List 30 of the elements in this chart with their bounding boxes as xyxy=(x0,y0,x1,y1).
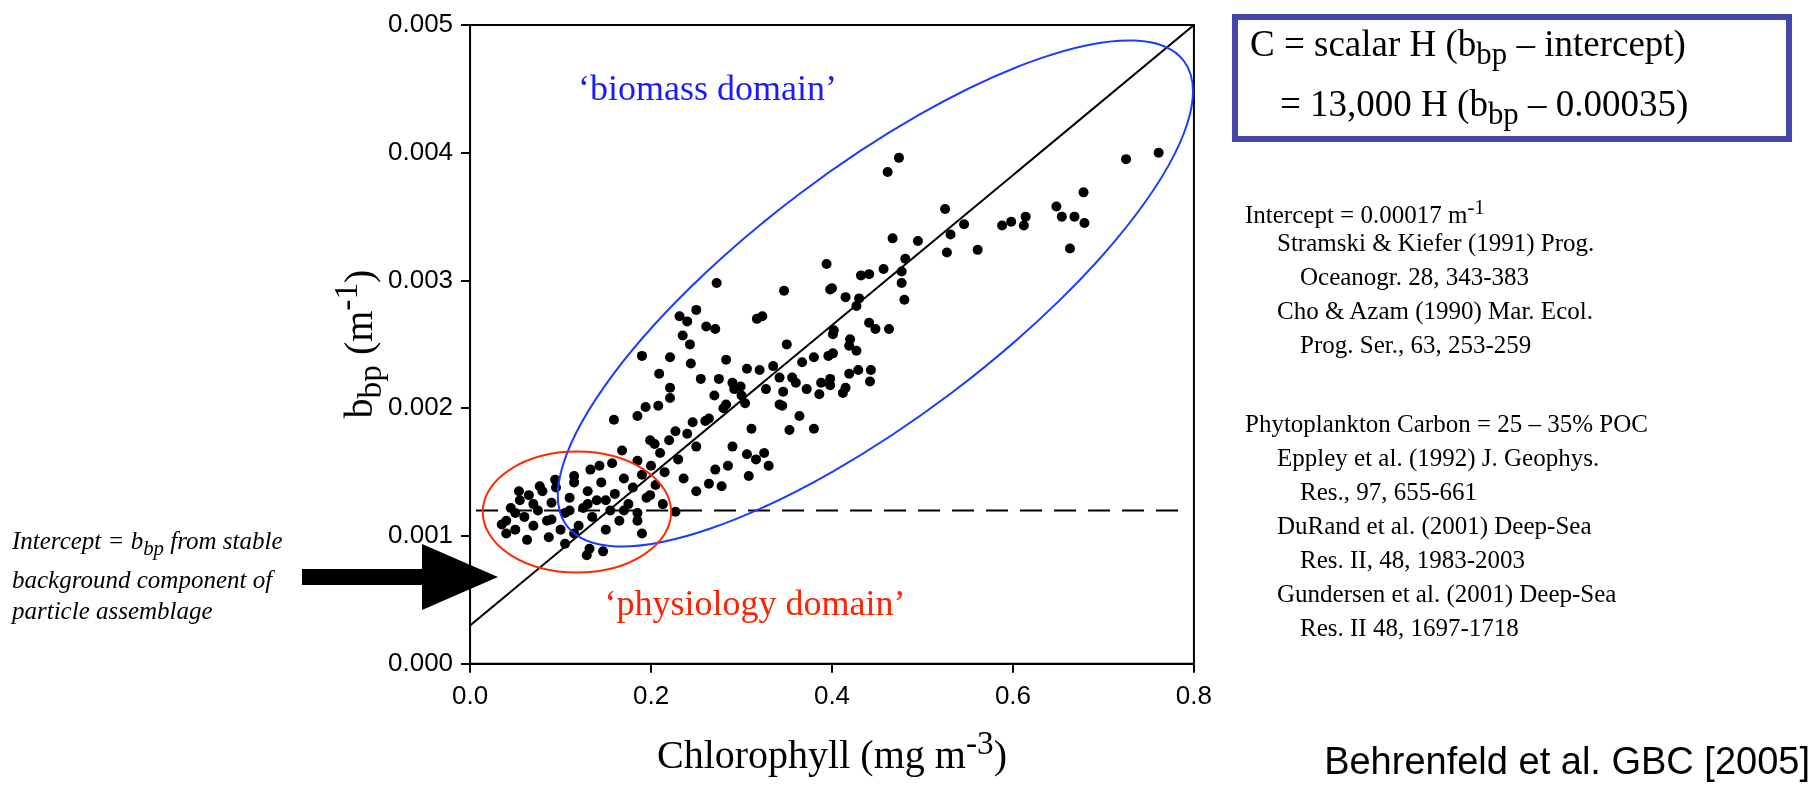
text: DuRand et al. (2001) Deep-Sea xyxy=(1277,512,1592,540)
text: Intercept = b$_{bp}$ from stable background component of particle assemblage xyxy=(12,526,284,626)
y-tick-label: 0.003 xyxy=(387,263,454,294)
text: Phytoplankton Carbon = 25 – 35% POC xyxy=(1245,410,1648,438)
x-tick-label: 0.4 xyxy=(813,679,851,710)
text: Behrenfeld et al. GBC [2005] xyxy=(1324,740,1810,783)
text: Oceanogr. 28, 343-383 xyxy=(1300,263,1530,291)
x-tick-label: 0.0 xyxy=(451,679,489,710)
text: Cho & Azam (1990) Mar. Ecol. xyxy=(1277,297,1593,325)
y-tick-label: 0.000 xyxy=(387,646,454,677)
x-tick-label: 0.2 xyxy=(632,679,670,710)
x-tick-label: 0.6 xyxy=(994,679,1032,710)
text: = 13,000 H (b$_{bp}$ – 0.00035) xyxy=(1280,82,1689,133)
text: Prog. Ser., 63, 253-259 xyxy=(1300,331,1532,359)
x-axis-title: Chlorophyll (mg m$^{-3}$) xyxy=(656,723,1007,779)
text: Stramski & Kiefer (1991) Prog. xyxy=(1277,229,1595,257)
text: C = scalar H (b$_{bp}$ – intercept) xyxy=(1250,22,1686,73)
y-tick-label: 0.005 xyxy=(387,8,454,39)
text: Eppley et al. (1992) J. Geophys. xyxy=(1277,444,1600,472)
text: Intercept = 0.00017 m$^{-1}$ xyxy=(1245,195,1485,230)
x-tick-label: 0.8 xyxy=(1175,679,1213,710)
annotation: ‘biomass domain’ xyxy=(578,67,837,110)
y-tick-label: 0.001 xyxy=(387,519,454,550)
text: Gundersen et al. (2001) Deep-Sea xyxy=(1277,580,1617,608)
text: Res. II 48, 1697-1718 xyxy=(1300,614,1519,642)
annotation: ‘physiology domain’ xyxy=(604,582,906,625)
text: Res. II, 48, 1983-2003 xyxy=(1300,546,1525,574)
text: Res., 97, 655-661 xyxy=(1300,478,1478,506)
y-tick-label: 0.002 xyxy=(387,391,454,422)
y-tick-label: 0.004 xyxy=(387,135,454,166)
